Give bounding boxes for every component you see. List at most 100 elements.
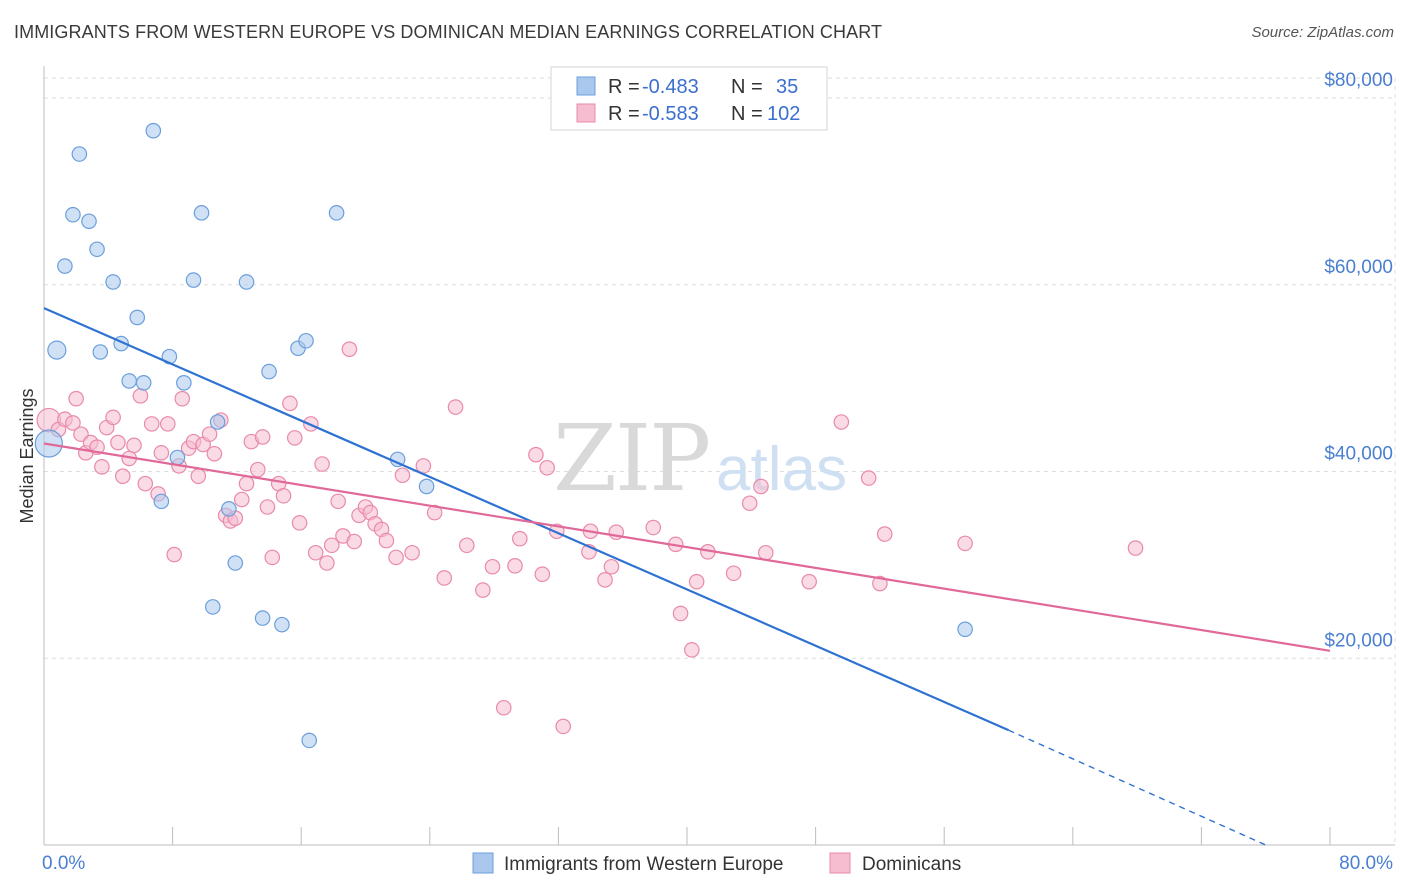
bottom-legend-label-pink: Dominicans <box>862 854 961 875</box>
dominicans-point <box>319 555 335 571</box>
dominicans-point <box>512 530 528 547</box>
dominicans-point <box>801 573 817 590</box>
western-europe-point <box>65 206 81 223</box>
dominicans-point <box>259 499 276 515</box>
dominicans-point <box>555 718 572 735</box>
dominicans-point <box>753 478 769 495</box>
legend-n-label-2: N = <box>731 103 763 125</box>
dominicans-point <box>249 461 266 478</box>
bottom-legend-swatch-blue <box>472 852 494 874</box>
x-tick-labels: 0.0% 80.0% <box>42 853 1393 874</box>
dominicans-point <box>378 532 395 549</box>
y-tick-label: $80,000 <box>1324 70 1393 91</box>
western-europe-point <box>145 122 162 139</box>
chart-title: IMMIGRANTS FROM WESTERN EUROPE VS DOMINI… <box>14 22 883 42</box>
dominicans-point <box>238 475 255 492</box>
legend-r-label-2: R = <box>608 103 640 125</box>
dominicans-trend-line <box>43 442 1331 652</box>
axes <box>43 66 1395 846</box>
dominicans-point <box>166 546 183 563</box>
dominicans-point <box>447 399 464 415</box>
dominicans-point <box>872 575 888 592</box>
legend-r-value-2: -0.583 <box>642 103 699 125</box>
dominicans-point <box>174 390 191 407</box>
western-europe-point <box>227 555 244 571</box>
dominicans-point <box>528 446 544 463</box>
dominicans-point <box>132 388 149 404</box>
legend-n-value-1: 35 <box>776 76 798 98</box>
series-legend: Immigrants from Western Europe Dominican… <box>472 852 961 875</box>
y-tick-label: $20,000 <box>1324 630 1393 651</box>
dominicans-point <box>404 544 420 561</box>
dominicans-point <box>323 537 340 554</box>
legend-n-label-1: N = <box>731 76 763 98</box>
western-europe-point <box>418 478 435 495</box>
dominicans-point <box>114 468 131 484</box>
legend-swatch-pink <box>576 103 596 123</box>
dominicans-point <box>341 341 358 357</box>
watermark-zip: ZIP <box>553 405 709 512</box>
dominicans-point <box>105 409 121 426</box>
dominicans-point <box>684 642 700 658</box>
western-europe-point <box>47 340 67 360</box>
western-europe-point <box>129 309 146 326</box>
dominicans-point <box>1127 540 1144 556</box>
dominicans-point <box>645 519 662 536</box>
dominicans-point <box>94 459 110 475</box>
dominicans-point <box>757 544 774 561</box>
western-europe-point <box>204 599 221 615</box>
dominicans-point <box>206 445 223 462</box>
dominicans-points <box>36 341 1144 735</box>
western-europe-point <box>105 274 121 290</box>
dominicans-point <box>876 526 893 542</box>
correlation-legend: R = -0.483 N = 35 R = -0.583 N = 102 <box>550 66 828 131</box>
source-label: Source: ZipAtlas.com <box>1251 24 1394 41</box>
western-europe-point <box>57 258 73 274</box>
watermark-atlas: atlas <box>716 435 847 504</box>
western-europe-point <box>238 274 255 290</box>
x-tick-label-end: 80.0% <box>1339 853 1393 874</box>
western-europe-point <box>89 241 105 258</box>
western-europe-point <box>135 375 152 391</box>
dominicans-point <box>458 537 475 554</box>
western-europe-points <box>34 122 973 749</box>
dominicans-point <box>603 558 620 575</box>
western-europe-trend-line <box>43 307 1009 732</box>
western-europe-point <box>185 272 202 288</box>
y-tick-labels: $20,000 $40,000 $60,000 $80,000 <box>1324 70 1393 651</box>
western-europe-point <box>81 213 97 230</box>
dominicans-point <box>143 416 160 432</box>
legend-r-label-1: R = <box>608 76 640 98</box>
dominicans-point <box>159 416 176 432</box>
x-tick-label-start: 0.0% <box>42 853 85 874</box>
dominicans-point <box>484 558 501 575</box>
dominicans-point <box>314 456 330 472</box>
western-europe-point <box>261 363 277 380</box>
western-europe-point <box>169 449 186 466</box>
dominicans-point <box>68 390 84 407</box>
y-axis-label: Median Earnings <box>17 388 37 523</box>
western-europe-point <box>92 344 109 360</box>
dominicans-point <box>233 491 250 508</box>
dominicans-point <box>539 459 555 476</box>
dominicans-point <box>126 437 142 454</box>
western-europe-point <box>274 616 290 633</box>
western-europe-point <box>301 732 318 749</box>
y-tick-label: $40,000 <box>1324 444 1393 465</box>
dominicans-point <box>65 415 81 431</box>
western-europe-point <box>193 205 210 221</box>
bottom-legend-label-blue: Immigrants from Western Europe <box>504 854 783 875</box>
dominicans-point <box>672 605 689 622</box>
dominicans-point <box>275 487 292 504</box>
dominicans-point <box>264 549 281 566</box>
dominicans-point <box>534 566 551 583</box>
dominicans-point <box>282 395 298 412</box>
dominicans-point <box>286 430 303 446</box>
dominicans-point <box>957 535 973 552</box>
bottom-legend-swatch-pink <box>829 852 851 874</box>
western-europe-point <box>254 610 271 626</box>
western-europe-point <box>298 332 314 349</box>
dominicans-point <box>346 533 363 550</box>
western-europe-point <box>957 621 973 638</box>
